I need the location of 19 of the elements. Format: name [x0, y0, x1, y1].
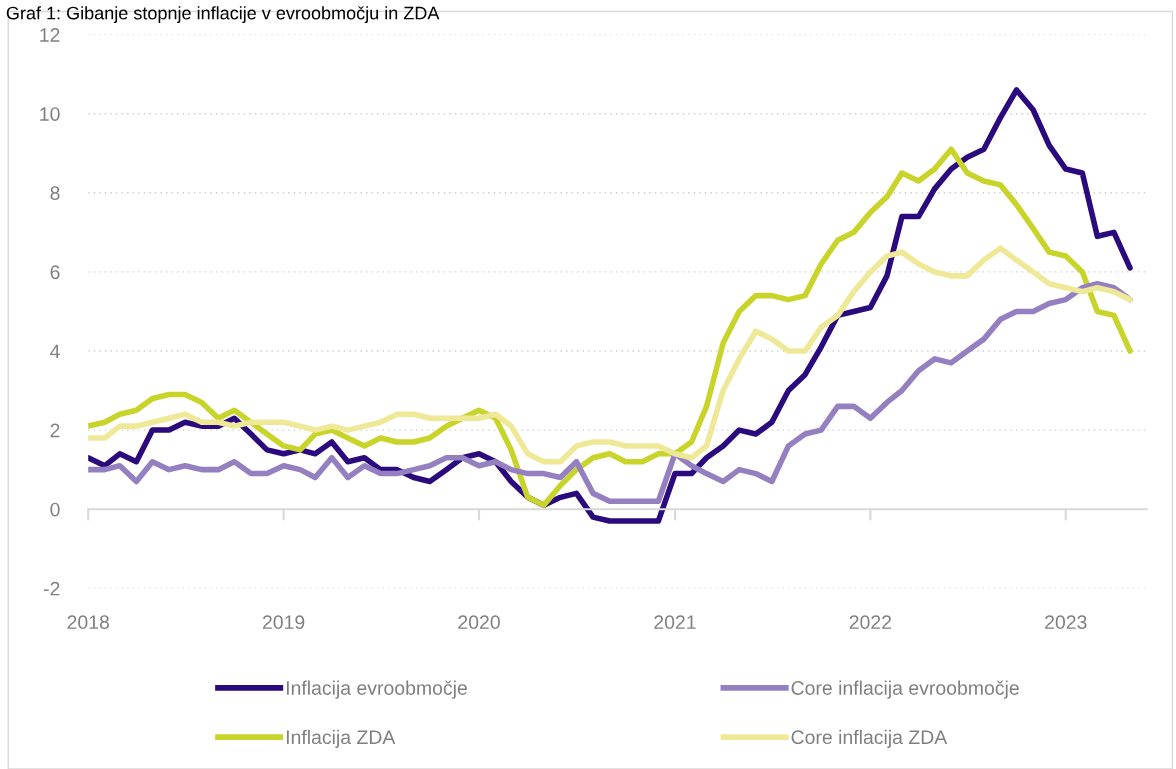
y-tick-label: 2	[50, 423, 60, 438]
y-tick-label: 10	[40, 107, 60, 121]
x-tick-label: 2022	[849, 615, 892, 630]
x-tick-label: 2020	[458, 615, 500, 630]
y-tick-label: 4	[50, 344, 60, 359]
y-tick-label: 6	[50, 265, 60, 280]
legend-label: Core inflacija evroobmočje	[791, 680, 1019, 699]
chart-title: Graf 1: Gibanje stopnje inflacije v evroobmočju in ZDA	[6, 6, 440, 24]
x-tick-label: 2021	[654, 615, 696, 630]
y-tick-label: 12	[40, 28, 60, 42]
legend-label: Inflacija evroobmočje	[286, 680, 467, 699]
y-tick-label: -2	[44, 581, 60, 596]
x-tick-label: 2023	[1045, 615, 1087, 630]
x-tick-label: 2018	[67, 615, 109, 630]
x-tick-label: 2019	[262, 615, 305, 630]
y-tick-label: 0	[50, 502, 60, 517]
y-tick-label: 8	[50, 186, 60, 201]
legend-label: Inflacija ZDA	[286, 729, 396, 748]
legend-label: Core inflacija ZDA	[791, 729, 948, 748]
